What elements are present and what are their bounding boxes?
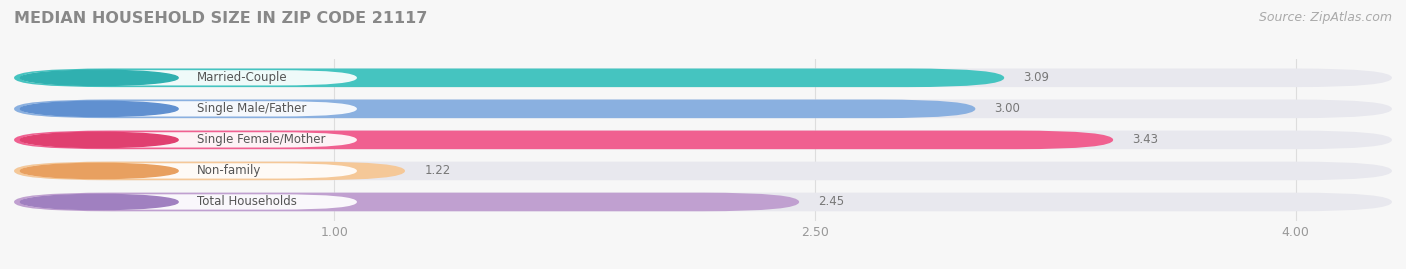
Text: 1.22: 1.22	[425, 164, 450, 178]
FancyBboxPatch shape	[14, 69, 1004, 87]
Text: Single Female/Mother: Single Female/Mother	[197, 133, 326, 146]
FancyBboxPatch shape	[14, 162, 1392, 180]
Circle shape	[21, 132, 179, 147]
Text: Married-Couple: Married-Couple	[197, 71, 288, 84]
FancyBboxPatch shape	[21, 132, 357, 147]
Text: 3.09: 3.09	[1024, 71, 1049, 84]
FancyBboxPatch shape	[21, 163, 357, 179]
Text: 3.00: 3.00	[994, 102, 1021, 115]
Circle shape	[21, 70, 179, 86]
FancyBboxPatch shape	[21, 194, 357, 210]
FancyBboxPatch shape	[21, 101, 357, 116]
Circle shape	[21, 194, 179, 210]
Circle shape	[21, 101, 179, 116]
Text: Single Male/Father: Single Male/Father	[197, 102, 307, 115]
Text: 3.43: 3.43	[1132, 133, 1159, 146]
FancyBboxPatch shape	[14, 100, 1392, 118]
Text: Source: ZipAtlas.com: Source: ZipAtlas.com	[1258, 11, 1392, 24]
Circle shape	[21, 163, 179, 179]
Text: Total Households: Total Households	[197, 196, 297, 208]
FancyBboxPatch shape	[14, 162, 405, 180]
FancyBboxPatch shape	[14, 193, 1392, 211]
FancyBboxPatch shape	[14, 130, 1114, 149]
FancyBboxPatch shape	[14, 130, 1392, 149]
FancyBboxPatch shape	[21, 70, 357, 86]
Text: Non-family: Non-family	[197, 164, 262, 178]
Text: 2.45: 2.45	[818, 196, 845, 208]
FancyBboxPatch shape	[14, 100, 976, 118]
FancyBboxPatch shape	[14, 69, 1392, 87]
Text: MEDIAN HOUSEHOLD SIZE IN ZIP CODE 21117: MEDIAN HOUSEHOLD SIZE IN ZIP CODE 21117	[14, 11, 427, 26]
FancyBboxPatch shape	[14, 193, 799, 211]
